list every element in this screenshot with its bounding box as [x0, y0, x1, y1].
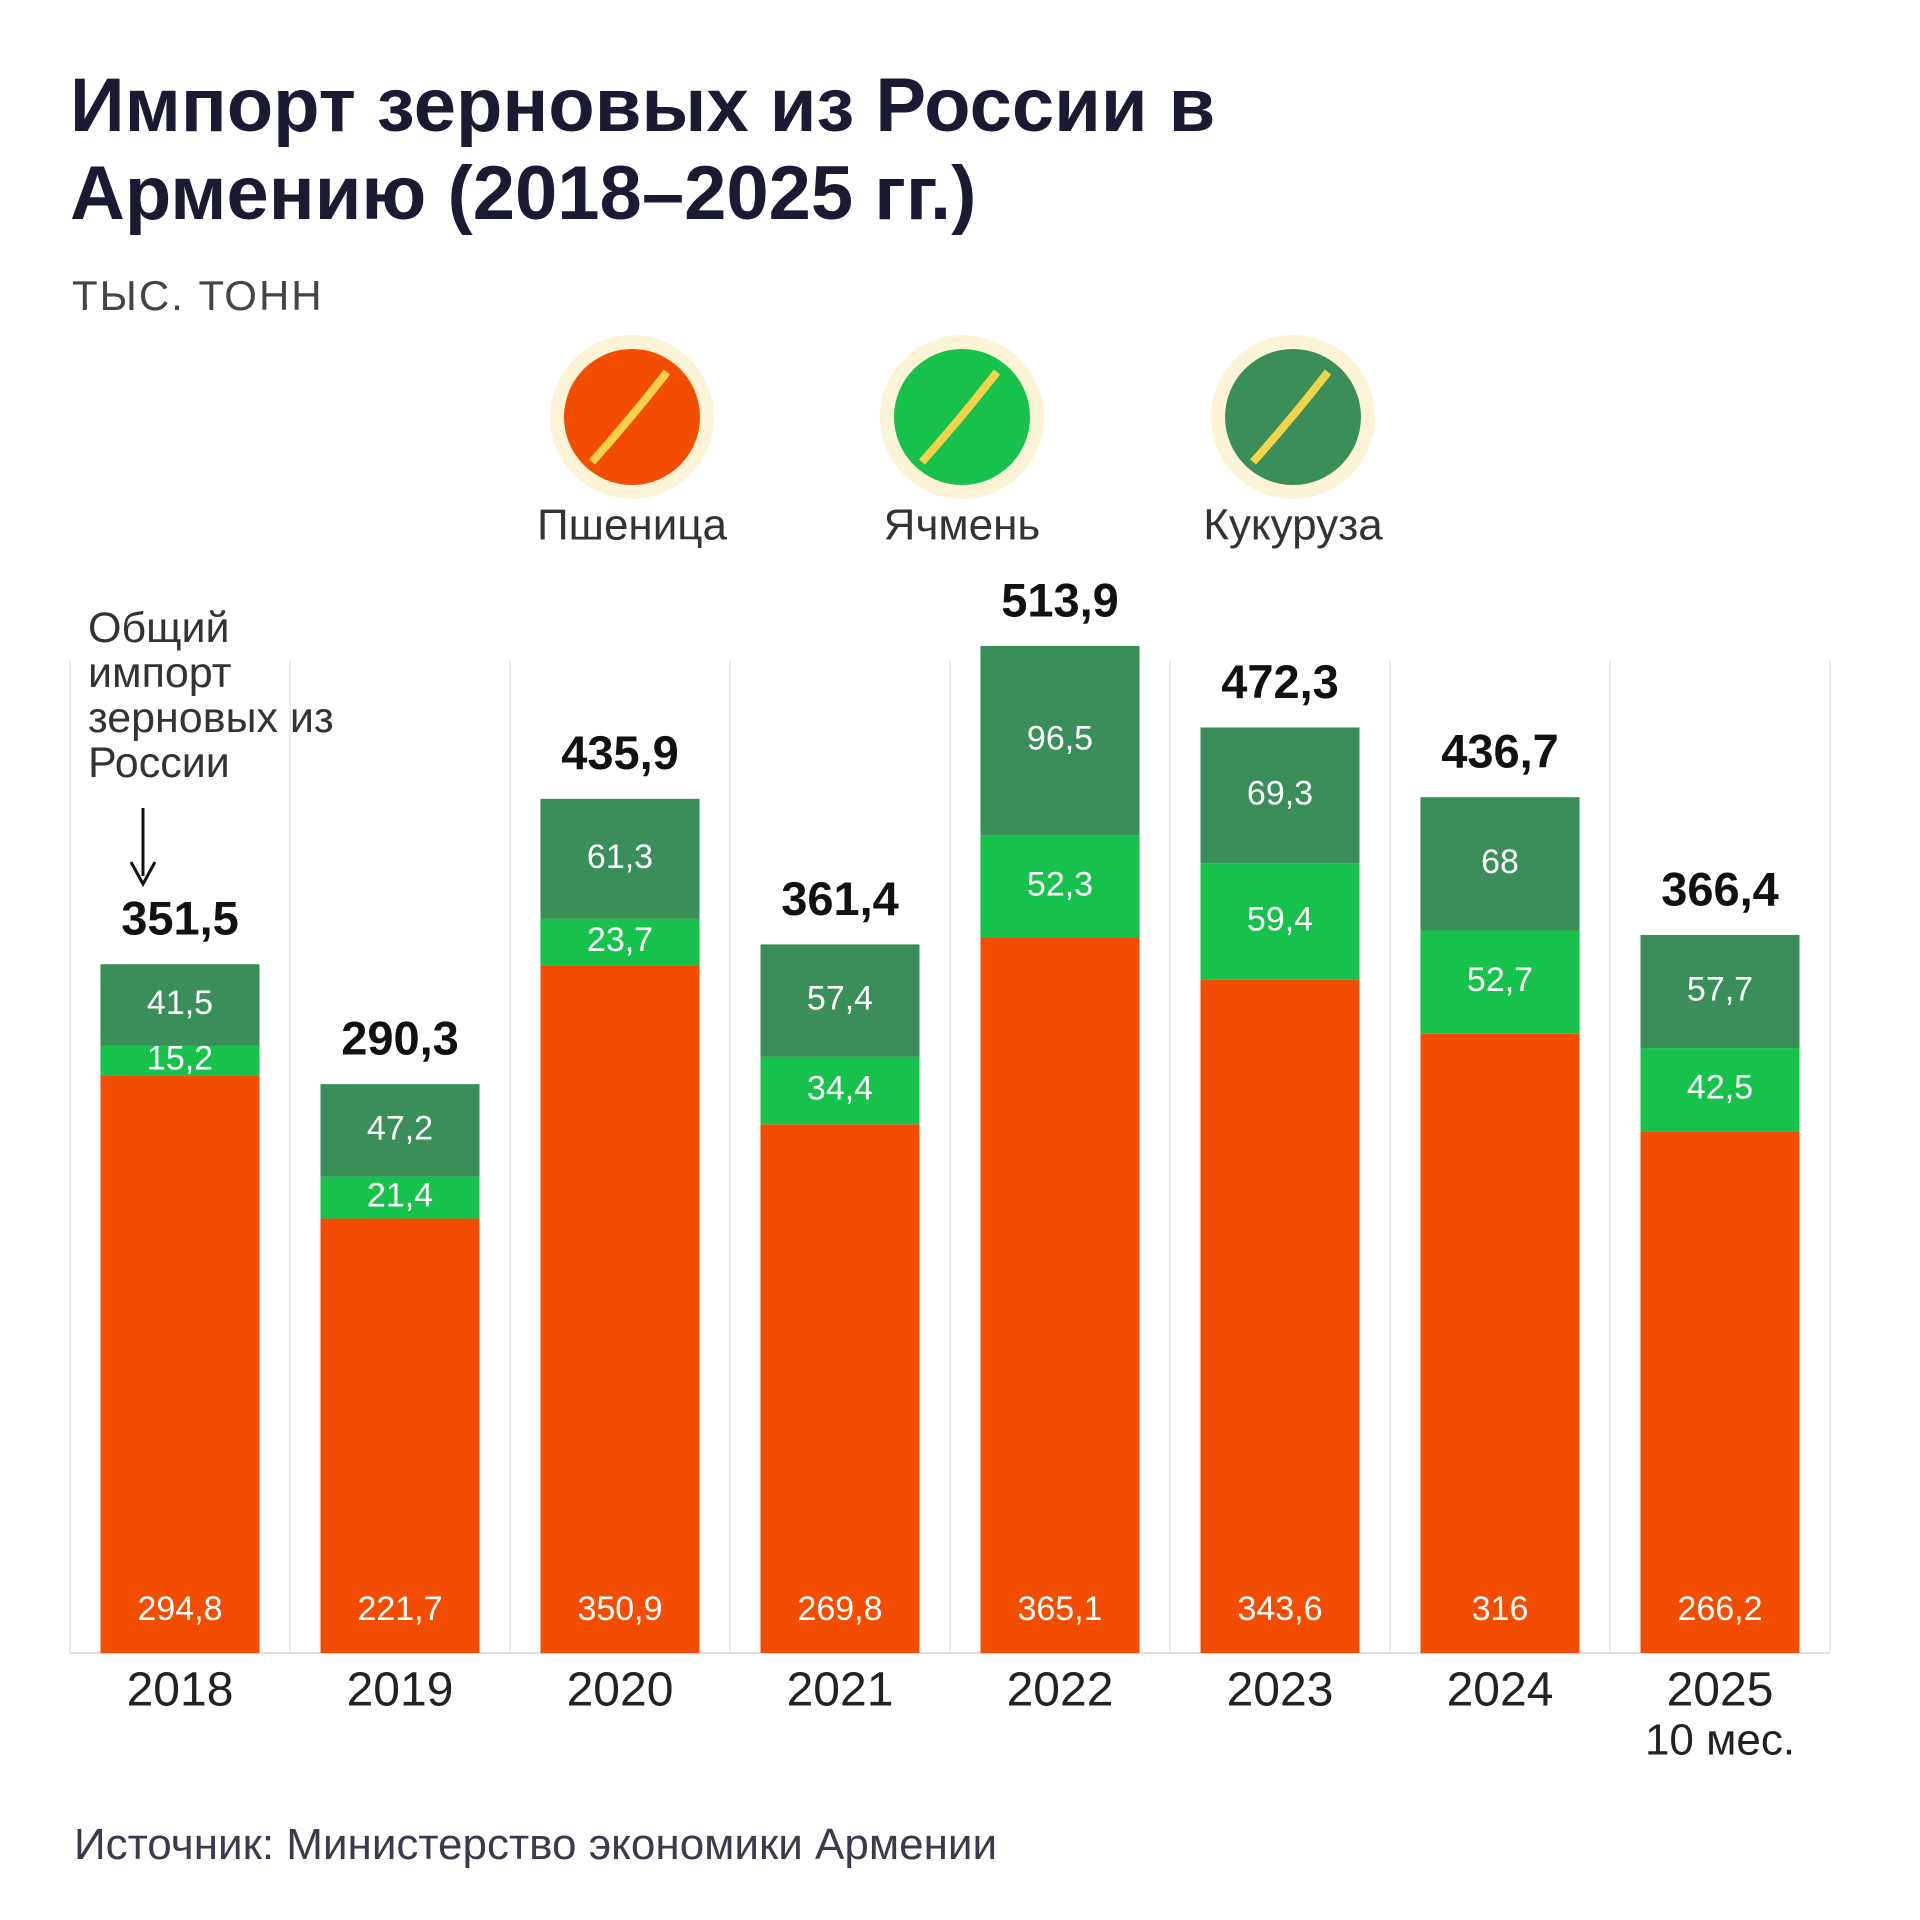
- bar-segment: [320, 1218, 480, 1653]
- value-label: 269,8: [797, 1590, 882, 1628]
- bar-segment: [1420, 797, 1580, 931]
- value-label: 59,4: [1247, 900, 1313, 938]
- legend-icon-glyph: [1250, 369, 1332, 465]
- x-tick-label: 2021: [787, 1664, 894, 1717]
- value-label: 21,4: [367, 1177, 433, 1215]
- total-label: 290,3: [341, 1012, 459, 1065]
- value-label: 57,4: [807, 980, 873, 1018]
- value-label: 23,7: [587, 921, 653, 959]
- total-label: 351,5: [121, 892, 239, 945]
- bar-segment: [980, 645, 1140, 836]
- value-label: 266,2: [1677, 1590, 1762, 1628]
- bar-segment: [540, 965, 700, 1653]
- bar-segment: [760, 1056, 920, 1125]
- bar-segment: [100, 1045, 260, 1076]
- bar-segment: [760, 944, 920, 1057]
- bar-segment: [1200, 979, 1360, 1653]
- x-tick-label: 2020: [567, 1664, 674, 1717]
- value-label: 57,7: [1687, 971, 1753, 1009]
- total-label: 366,4: [1661, 862, 1779, 915]
- chart-title: Импорт зерновых из России в Армению (201…: [70, 63, 1216, 236]
- bar-segment: [1200, 863, 1360, 980]
- source: Источник: Министерство экономики Армении: [74, 1820, 998, 1869]
- bar-segment: [760, 1124, 920, 1653]
- value-label: 42,5: [1687, 1069, 1753, 1107]
- unit-label: тыс. тонн: [72, 272, 324, 319]
- x-tick-label: 2022: [1007, 1664, 1114, 1717]
- bar-segment: [1200, 727, 1360, 864]
- bar-segment: [980, 937, 1140, 1653]
- bar-segment: [1640, 1048, 1800, 1132]
- bar-segment: [100, 1075, 260, 1653]
- bar-segment: [540, 918, 700, 966]
- legend-label: Пшеница: [537, 501, 727, 550]
- value-label: 47,2: [367, 1109, 433, 1147]
- value-label: 15,2: [147, 1039, 213, 1077]
- total-label: 435,9: [561, 726, 679, 779]
- total-label: 436,7: [1441, 725, 1559, 778]
- annotation: Общий импорт зерновых из России: [88, 604, 334, 787]
- bar-segment: [1640, 934, 1800, 1049]
- value-label: 294,8: [137, 1590, 222, 1628]
- x-tick-label: 2025: [1667, 1664, 1774, 1717]
- value-label: 316: [1472, 1590, 1529, 1628]
- total-label: 361,4: [781, 872, 899, 925]
- annotation-arrow: [129, 808, 157, 888]
- bar-segment: [1420, 930, 1580, 1034]
- x-tick-label: 2024: [1447, 1664, 1554, 1717]
- legend-icon-glyph: [589, 369, 671, 465]
- value-label: 221,7: [357, 1590, 442, 1628]
- bar-segment: [540, 798, 700, 919]
- bar-segment: [320, 1084, 480, 1177]
- total-label: 513,9: [1001, 573, 1119, 626]
- value-label: 52,3: [1027, 865, 1093, 903]
- value-label: 343,6: [1237, 1590, 1322, 1628]
- x-tick-label: 2023: [1227, 1664, 1334, 1717]
- value-label: 34,4: [807, 1070, 873, 1108]
- value-label: 68: [1481, 843, 1519, 881]
- value-label: 96,5: [1027, 719, 1093, 757]
- value-label: 52,7: [1467, 961, 1533, 999]
- value-label: 69,3: [1247, 774, 1313, 812]
- x-tick-label: 2018: [127, 1664, 234, 1717]
- total-label: 472,3: [1221, 655, 1339, 708]
- bar-segment: [1420, 1033, 1580, 1653]
- bar-segment: [100, 964, 260, 1046]
- bar-segment: [980, 835, 1140, 938]
- bar-segment: [320, 1176, 480, 1219]
- legend-label: Кукуруза: [1203, 501, 1383, 550]
- x-tick-sublabel: 10 мес.: [1645, 1716, 1795, 1765]
- value-label: 365,1: [1017, 1590, 1102, 1628]
- value-label: 350,9: [577, 1590, 662, 1628]
- value-label: 41,5: [147, 984, 213, 1022]
- value-label: 61,3: [587, 838, 653, 876]
- x-tick-label: 2019: [347, 1664, 454, 1717]
- legend-icon-glyph: [919, 369, 1001, 465]
- legend-label: Ячмень: [884, 501, 1041, 550]
- bar-segment: [1640, 1131, 1800, 1653]
